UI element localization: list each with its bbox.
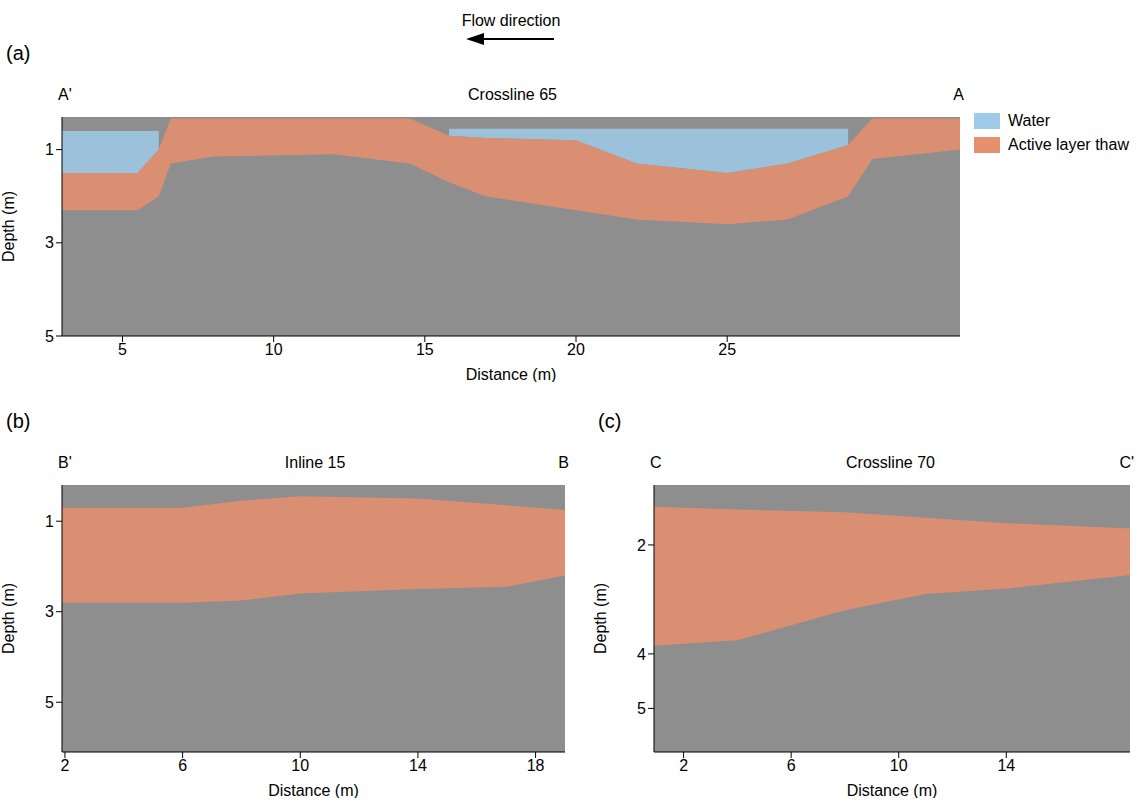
svg-text:3: 3 <box>45 603 54 620</box>
svg-text:2: 2 <box>637 537 646 554</box>
svg-text:15: 15 <box>416 341 434 358</box>
svg-text:4: 4 <box>637 646 646 663</box>
html-text:Crossline 70: Crossline 70 <box>846 454 935 471</box>
svg-text:5: 5 <box>45 694 54 711</box>
html-text:A: A <box>953 86 964 103</box>
html-text:A': A' <box>58 86 72 103</box>
svg-text:3: 3 <box>45 234 54 251</box>
svg-text:10: 10 <box>890 757 908 774</box>
svg-text:6: 6 <box>787 757 796 774</box>
html-text:Active layer thaw: Active layer thaw <box>1008 136 1129 153</box>
html-text:(c): (c) <box>598 410 622 432</box>
svg-text:20: 20 <box>567 341 585 358</box>
html-text:Flow direction: Flow direction <box>461 12 561 29</box>
html-text:Inline 15: Inline 15 <box>284 454 346 471</box>
svg-text:2: 2 <box>679 757 688 774</box>
svg-text:14: 14 <box>409 757 427 774</box>
html-text:B: B <box>558 454 569 471</box>
svg-text:5: 5 <box>45 328 54 345</box>
svg-text:10: 10 <box>265 341 283 358</box>
svg-text:6: 6 <box>178 757 187 774</box>
html-text:C: C <box>650 454 662 471</box>
svg-text:18: 18 <box>527 757 545 774</box>
svg-text:14: 14 <box>997 757 1015 774</box>
svg-text:Distance (m): Distance (m) <box>268 782 359 798</box>
svg-text:2: 2 <box>60 757 69 774</box>
svg-text:25: 25 <box>718 341 736 358</box>
svg-text:5: 5 <box>118 341 127 358</box>
svg-text:Distance (m): Distance (m) <box>847 782 938 798</box>
html-text:C': C' <box>1119 454 1134 471</box>
svg-text:Distance (m): Distance (m) <box>466 366 557 382</box>
svg-text:Depth (m): Depth (m) <box>0 191 17 262</box>
svg-text:1: 1 <box>45 513 54 530</box>
svg-text:5: 5 <box>637 700 646 717</box>
svg-text:Depth (m): Depth (m) <box>0 583 17 654</box>
svg-text:Depth (m): Depth (m) <box>592 583 609 654</box>
html-text:Water: Water <box>1008 112 1051 129</box>
svg-text:1: 1 <box>45 141 54 158</box>
svg-text:10: 10 <box>291 757 309 774</box>
html-text:Crossline 65: Crossline 65 <box>468 86 557 103</box>
html-text:(b): (b) <box>6 410 31 432</box>
html-text:(a): (a) <box>6 42 31 64</box>
html-text:B': B' <box>58 454 72 471</box>
